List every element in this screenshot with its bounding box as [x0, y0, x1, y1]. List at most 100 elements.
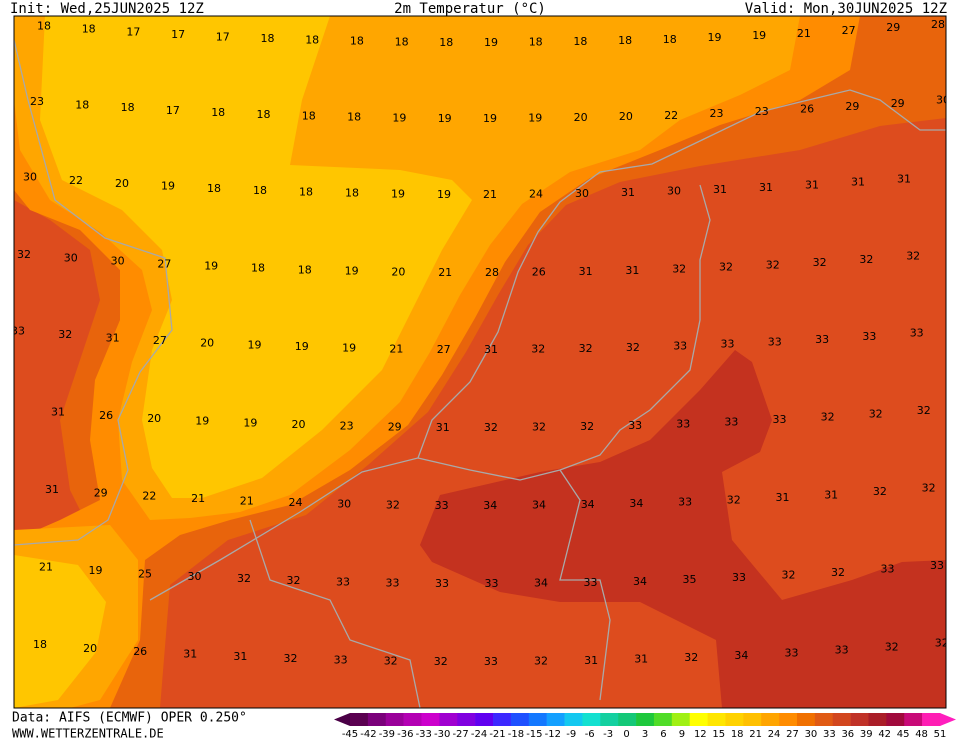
temperature-label: 19 — [484, 36, 498, 49]
temperature-label: 34 — [532, 499, 546, 512]
temperature-label: 33 — [435, 577, 449, 590]
colorbar-box — [743, 713, 762, 726]
temperature-label: 30 — [337, 497, 351, 510]
colorbar-box — [689, 713, 708, 726]
border — [559, 469, 611, 701]
field-18-21 — [40, 16, 472, 498]
temperature-label: 31 — [45, 483, 59, 496]
temperature-label: 33 — [835, 644, 849, 657]
colorbar-arrow — [940, 713, 956, 726]
temperature-label: 19 — [295, 340, 309, 353]
temperature-label: 18 — [298, 263, 312, 276]
temperature-label: 18 — [75, 98, 89, 111]
colorbar-box — [493, 713, 512, 726]
colorbar-label: 0 — [623, 729, 629, 740]
colorbar-box — [457, 713, 476, 726]
temperature-label: 32 — [17, 248, 31, 261]
website: WWW.WETTERZENTRALE.DE — [12, 727, 164, 741]
colorbar-label: -36 — [397, 729, 413, 740]
colorbar-label: 30 — [805, 729, 818, 740]
colorbar-box — [671, 713, 690, 726]
colorbar-label: -18 — [508, 729, 524, 740]
temperature-label: 18 — [395, 35, 409, 48]
colorbar-label: 33 — [823, 729, 836, 740]
temperature-label: 30 — [575, 187, 589, 200]
temperature-label: 19 — [195, 414, 209, 427]
colorbar-box — [779, 713, 798, 726]
temperature-label: 33 — [785, 647, 799, 660]
field-33-36 — [420, 350, 946, 708]
temperature-label: 28 — [931, 18, 945, 31]
temperature-label: 33 — [815, 333, 829, 346]
temperature-label: 18 — [82, 23, 96, 36]
colorbar-label: 24 — [768, 729, 781, 740]
colorbar-box — [725, 713, 744, 726]
colorbar-box — [564, 713, 583, 726]
temperature-label: 18 — [299, 185, 313, 198]
colorbar-label: 27 — [786, 729, 799, 740]
temperature-label: 30 — [188, 570, 202, 583]
colorbar-label: 51 — [934, 729, 947, 740]
temperature-label: 34 — [734, 649, 748, 662]
temperature-label: 18 — [347, 111, 361, 124]
colorbar-label: -39 — [379, 729, 395, 740]
temperature-label: 32 — [626, 341, 640, 354]
field-18-21 — [14, 555, 106, 708]
colorbar-label: 36 — [841, 729, 854, 740]
temperature-label: 32 — [885, 640, 899, 653]
temperature-label: 18 — [618, 34, 632, 47]
temperature-label: 20 — [147, 412, 161, 425]
temperature-label: 34 — [581, 498, 595, 511]
temperature-label: 29 — [845, 100, 859, 113]
temperature-label: 33 — [724, 416, 738, 429]
colorbar-box — [761, 713, 780, 726]
temperature-label: 31 — [634, 653, 648, 666]
temperature-label: 23 — [30, 95, 44, 108]
temperature-label: 19 — [248, 339, 262, 352]
temperature-label: 19 — [483, 112, 497, 125]
temperature-label: 33 — [628, 419, 642, 432]
temperature-label: 31 — [484, 343, 498, 356]
colorbar-arrow — [334, 713, 350, 726]
temperature-label: 32 — [534, 655, 548, 668]
temperature-label: 27 — [157, 257, 171, 270]
colorbar-box — [707, 713, 726, 726]
temperature-label: 31 — [579, 265, 593, 278]
temperature-label: 18 — [257, 108, 271, 121]
colorbar-box — [886, 713, 905, 726]
temperature-label: 17 — [216, 30, 230, 43]
temperature-label: 18 — [253, 184, 267, 197]
temperature-label: 19 — [89, 564, 103, 577]
colorbar-label: 42 — [878, 729, 891, 740]
temperature-label: 34 — [483, 499, 497, 512]
temperature-label: 34 — [629, 497, 643, 510]
temperature-label: 31 — [713, 183, 727, 196]
temperature-label: 29 — [886, 21, 900, 34]
temperature-label: 32 — [384, 654, 398, 667]
temperature-label: 28 — [485, 266, 499, 279]
temperature-label: 32 — [821, 411, 835, 424]
temperature-label: 33 — [11, 324, 25, 337]
colorbar-label: -33 — [416, 729, 432, 740]
temperature-label: 30 — [667, 185, 681, 198]
temperature-label: 19 — [438, 112, 452, 125]
temperature-label: 19 — [437, 188, 451, 201]
temperature-label: 32 — [386, 498, 400, 511]
colorbar-box — [618, 713, 637, 726]
colorbar-label: -9 — [566, 729, 576, 740]
temperature-label: 22 — [69, 174, 83, 187]
temperature-label: 32 — [766, 259, 780, 272]
temperature-label: 32 — [917, 404, 931, 417]
temperature-label: 18 — [529, 36, 543, 49]
colorbar-label: -6 — [585, 729, 595, 740]
temperature-label: 33 — [881, 563, 895, 576]
temperature-label: 33 — [721, 338, 735, 351]
colorbar: -45 -42 -39 -36 -33 -30 -27 -24 -21 -18 -15 -12 -9 -6… — [334, 713, 956, 740]
colorbar-box — [439, 713, 458, 726]
temperature-label: 32 — [579, 342, 593, 355]
temperature-label: 19 — [392, 111, 406, 124]
valid-time: Valid: Mon,30JUN2025 12Z — [745, 1, 947, 17]
init-time: Init: Wed,25JUN2025 12Z — [10, 1, 204, 17]
temperature-label: 33 — [732, 571, 746, 584]
coastline — [14, 39, 173, 546]
